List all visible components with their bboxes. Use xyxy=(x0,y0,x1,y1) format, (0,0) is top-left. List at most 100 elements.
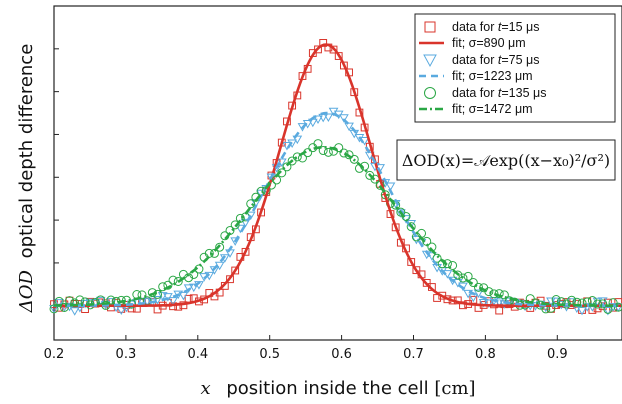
x-tick-label-7: 0.9 xyxy=(547,347,568,362)
series-2-point xyxy=(215,242,225,252)
legend: data for t=15 μs fit; σ=890 μm data for t=… xyxy=(414,13,616,123)
series-1-point xyxy=(245,211,256,221)
series-1-point xyxy=(152,295,163,305)
series-2-point xyxy=(106,295,116,305)
series-1-fit-line xyxy=(54,111,622,308)
series-1-point xyxy=(256,189,266,199)
series-1-point xyxy=(473,289,484,298)
series-1-point xyxy=(401,215,411,224)
series-2-point xyxy=(323,147,333,157)
series-2-point xyxy=(458,273,468,283)
series-2-point xyxy=(349,154,359,164)
legend-box xyxy=(414,13,616,123)
series-0-point xyxy=(422,278,431,287)
series-2-point xyxy=(598,299,608,309)
series-2-point xyxy=(282,162,292,172)
series-2-markers xyxy=(49,139,622,314)
series-1-point xyxy=(323,113,334,122)
series-0-point xyxy=(407,258,416,266)
x-tick-label-2: 0.4 xyxy=(187,347,208,362)
series-2-point xyxy=(173,276,183,286)
series-0-point xyxy=(495,306,504,315)
legend-label-2: data for t=135 μs xyxy=(452,86,546,100)
x-axis-label-unit: [cm] xyxy=(434,378,475,399)
series-2-point xyxy=(59,302,69,312)
series-2-point xyxy=(318,146,328,156)
series-1-point xyxy=(483,299,494,308)
series-1-point xyxy=(85,298,96,308)
x-tick-label-0: 0.2 xyxy=(44,347,65,362)
series-2-point xyxy=(163,280,173,290)
x-axis-label-var: x xyxy=(200,378,210,399)
x-tick-label-6: 0.8 xyxy=(475,347,496,362)
series-2-point xyxy=(246,199,256,209)
legend-fit-label-2: fit; σ=1472 μm xyxy=(452,102,533,116)
series-2-point xyxy=(453,270,463,280)
legend-label-1: data for t=75 μs xyxy=(452,53,540,67)
x-tick-label-5: 0.7 xyxy=(403,347,424,362)
legend-label-0: data for t=15 μs xyxy=(452,20,540,34)
series-0-point xyxy=(334,52,343,60)
formula-text: ΔOD(x)=𝒜exp((x−x₀)²/σ²) xyxy=(402,151,610,170)
series-1-point xyxy=(183,284,194,293)
series-0-point xyxy=(412,266,421,275)
series-1-point xyxy=(168,297,178,306)
series-2-point xyxy=(339,148,349,158)
series-2-point xyxy=(168,275,178,285)
y-axis-label-var: ΔOD xyxy=(16,270,37,314)
series-1-point xyxy=(582,303,593,312)
svg-text:ΔOD optical depth differ: ΔOD optical depth difference xyxy=(16,44,37,314)
fit-curves xyxy=(53,43,622,308)
series-1-point xyxy=(499,300,510,309)
series-1-point xyxy=(95,296,106,306)
series-2-point xyxy=(613,302,622,312)
series-1-point xyxy=(613,303,622,313)
series-2-point xyxy=(442,259,452,269)
series-1-point xyxy=(240,218,251,228)
series-0-point xyxy=(329,45,338,54)
x-axis-ticks: 0.2 0.3 0.4 0.5 0.6 0.7 0.8 0.9 xyxy=(44,335,568,362)
series-1-point xyxy=(603,307,613,316)
series-1-point xyxy=(69,307,80,316)
plot-area-frame xyxy=(53,5,622,341)
series-1-point xyxy=(276,158,287,167)
series-2-point xyxy=(292,152,302,162)
series-1-point xyxy=(587,303,598,312)
series-2-fit-line xyxy=(53,146,622,307)
formula-annotation: ΔOD(x)=𝒜exp((x−x₀)²/σ²) xyxy=(396,139,616,181)
series-2-point xyxy=(551,295,561,305)
series-2-point xyxy=(489,289,499,299)
formula-box xyxy=(396,139,616,181)
series-1-markers xyxy=(49,107,622,316)
legend-fit-label-0: fit; σ=890 μm xyxy=(452,36,526,50)
legend-marker-1 xyxy=(423,54,437,68)
series-2-point xyxy=(137,290,147,300)
series-1-point xyxy=(313,115,323,124)
series-1-point xyxy=(230,237,241,246)
y-axis-ticks xyxy=(54,48,59,307)
series-2-point xyxy=(96,295,106,305)
x-tick-label-3: 0.5 xyxy=(259,347,280,362)
series-2-point xyxy=(567,295,577,305)
x-axis-label-text: position inside the cell xyxy=(226,378,428,399)
series-2-point xyxy=(577,298,587,308)
series-2-point xyxy=(406,222,416,232)
series-1-point xyxy=(385,182,396,191)
legend-fit-label-1: fit; σ=1223 μm xyxy=(452,69,533,83)
series-1-point xyxy=(157,292,168,301)
series-2-point xyxy=(75,295,85,305)
series-1-point xyxy=(478,298,489,308)
series-2-point xyxy=(448,260,458,270)
legend-marker-2 xyxy=(424,87,436,99)
y-axis-label: ΔOD optical depth difference xyxy=(16,44,37,314)
series-2-point xyxy=(334,143,344,153)
legend-marker-0 xyxy=(424,21,436,33)
series-1-point xyxy=(54,299,65,308)
series-2-point xyxy=(230,220,240,230)
series-2-point xyxy=(546,303,556,313)
series-1-point xyxy=(188,283,199,293)
series-1-point xyxy=(178,291,189,301)
series-0-point xyxy=(314,45,322,54)
series-0-point xyxy=(231,266,240,275)
